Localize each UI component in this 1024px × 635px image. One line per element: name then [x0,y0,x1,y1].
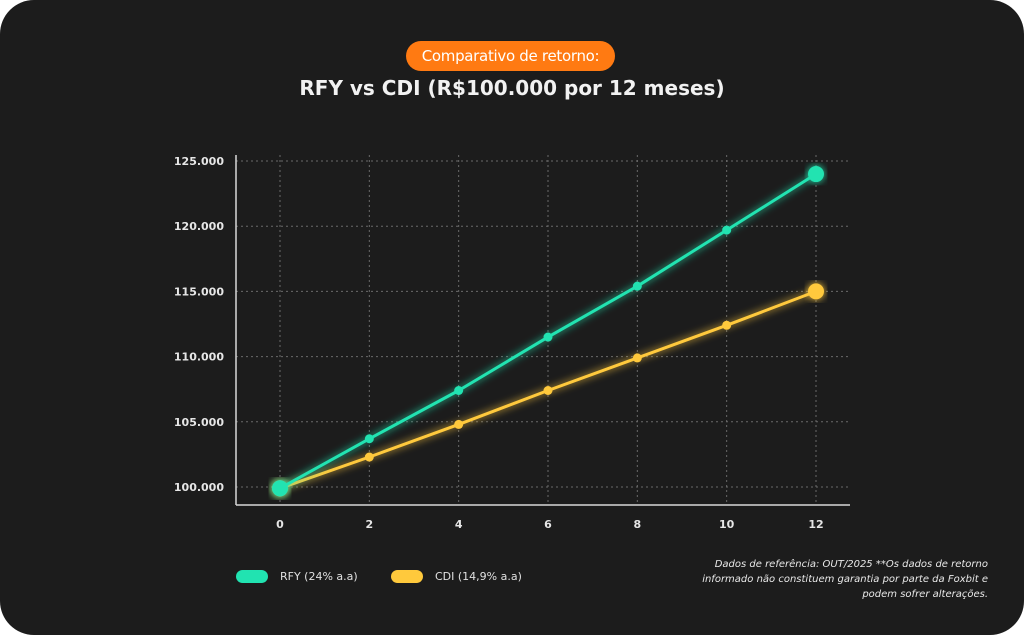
data-point-rfy [454,386,464,396]
y-tick-label: 100.000 [174,481,224,494]
y-tick-label: 115.000 [174,285,224,298]
data-point-cdi [632,353,642,363]
x-tick-label: 2 [366,518,374,531]
legend-swatch-cdi [391,569,423,583]
legend-label-cdi: CDI (14,9% a.a) [435,569,522,583]
chart-title: RFY vs CDI (R$100.000 por 12 meses) [299,76,725,100]
legend-label-rfy: RFY (24% a.a) [280,569,358,583]
data-point-cdi [808,283,824,300]
legend-swatch-rfy [236,569,268,583]
data-point-cdi [454,419,464,429]
legend-item-cdi: CDI (14,9% a.a) [391,566,522,586]
data-point-rfy [632,281,642,291]
x-tick-label: 8 [634,518,642,531]
subtitle-badge: Comparativo de retorno: [406,41,615,71]
x-tick-label: 10 [719,518,735,531]
y-tick-label: 125.000 [174,155,224,168]
data-point-rfy [808,166,824,183]
legend-item-rfy: RFY (24% a.a) [236,566,358,586]
y-tick-label: 105.000 [174,416,224,429]
data-point-rfy [722,225,732,235]
footnote: Dados de referência: OUT/2025 **Os dados… [702,559,988,600]
data-point-rfy [272,480,288,497]
data-point-cdi [364,452,374,462]
data-point-rfy [543,332,553,342]
data-point-rfy [364,434,374,444]
x-tick-label: 12 [808,518,823,531]
x-tick-label: 4 [455,518,463,531]
y-tick-label: 110.000 [174,351,224,364]
x-tick-label: 6 [544,518,552,531]
data-point-cdi [722,320,732,330]
data-point-cdi [543,386,553,396]
y-tick-label: 120.000 [174,220,224,233]
x-tick-label: 0 [276,518,284,531]
